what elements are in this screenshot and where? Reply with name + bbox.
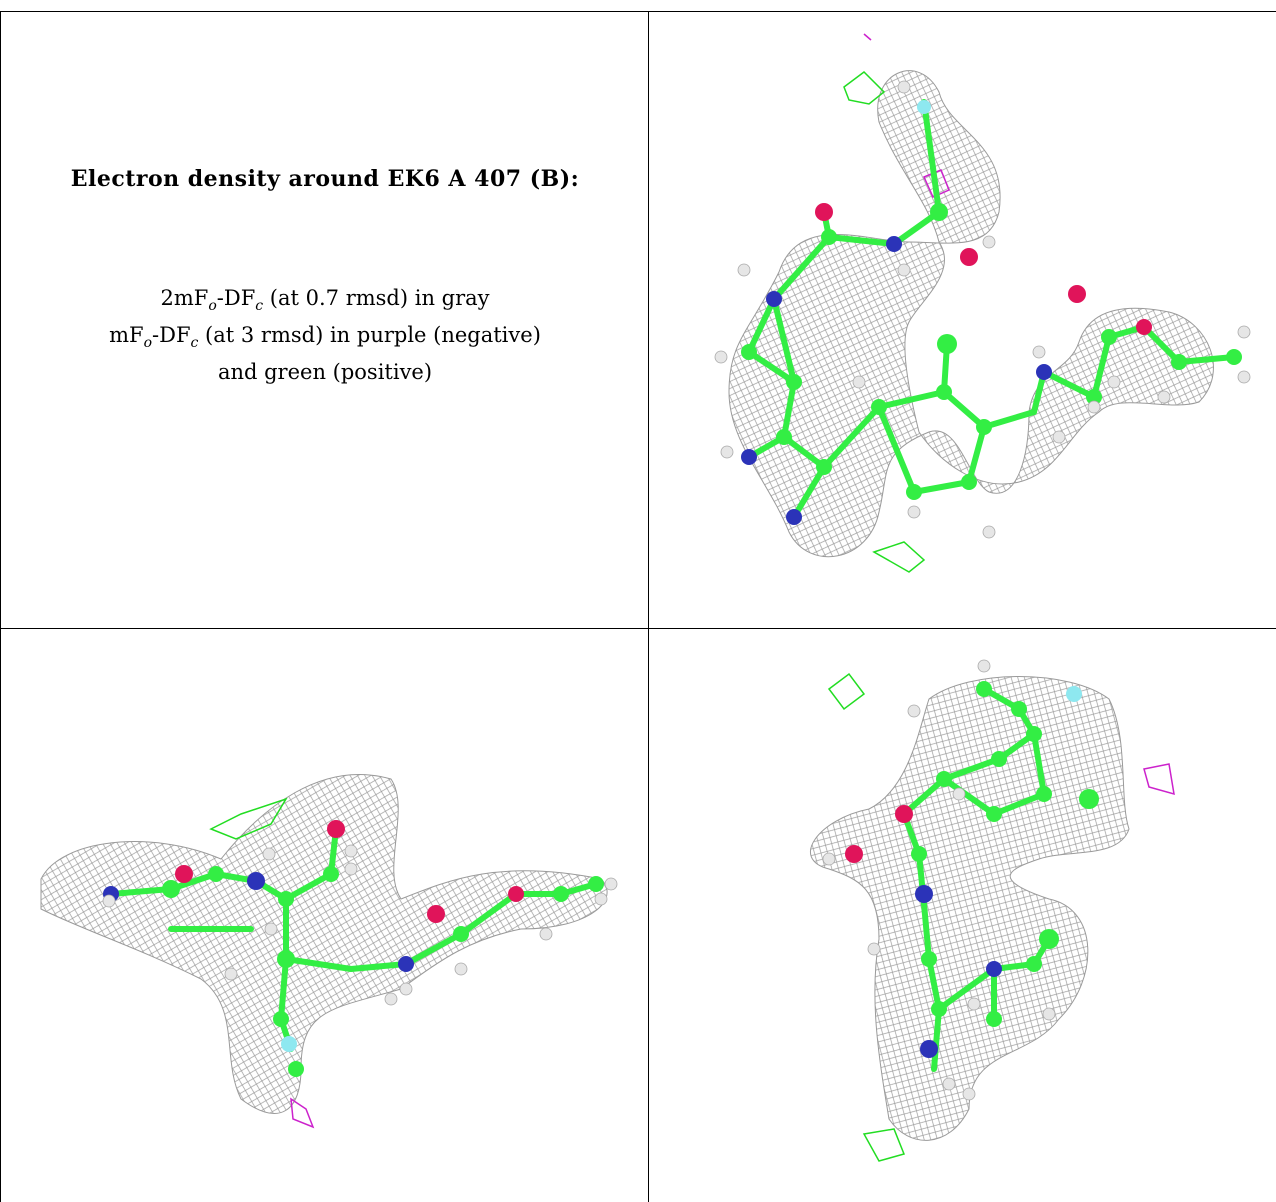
- ligand-atoms: [741, 100, 1242, 525]
- caption-cell: Electron density around EK6 A 407 (B): 2…: [1, 12, 648, 628]
- gray-density-mesh: [40, 774, 608, 1114]
- density-view-top-right: [649, 12, 1276, 628]
- ligand-bonds: [746, 99, 1237, 520]
- molecule-render-1: [714, 33, 1251, 573]
- gray-density-mesh: [809, 676, 1130, 1141]
- density-view-bottom-left: [1, 629, 648, 1202]
- table-border-top: [0, 11, 1276, 12]
- ligand-atoms: [845, 681, 1099, 1058]
- hydrogen-atoms: [714, 80, 1251, 539]
- caption-line-2mfo: 2mFo-DFc (at 0.7 rmsd) in gray: [160, 286, 490, 315]
- table-border-left: [0, 11, 1, 1202]
- density-view-bottom-right: [649, 629, 1276, 1202]
- hydrogen-atoms: [102, 844, 618, 1006]
- caption-title: Electron density around EK6 A 407 (B):: [70, 166, 580, 192]
- purple-difference-density: [290, 1097, 315, 1129]
- molecule-render-2: [40, 774, 618, 1129]
- hydrogen-atoms: [822, 659, 1056, 1101]
- green-difference-density: [209, 797, 288, 840]
- table-border-center: [648, 11, 649, 1202]
- molecule-render-3: [809, 659, 1175, 1162]
- table-border-middle: [0, 628, 1276, 629]
- green-difference-density: [843, 71, 926, 573]
- green-difference-density: [827, 672, 906, 1162]
- purple-difference-density: [1143, 763, 1175, 796]
- caption-line-colors: and green (positive): [217, 360, 433, 385]
- caption-line-mfo: mFo-DFc (at 3 rmsd) in purple (negative): [109, 323, 541, 352]
- caption-body: 2mFo-DFc (at 0.7 rmsd) in gray mFo-DFc (…: [1, 284, 648, 387]
